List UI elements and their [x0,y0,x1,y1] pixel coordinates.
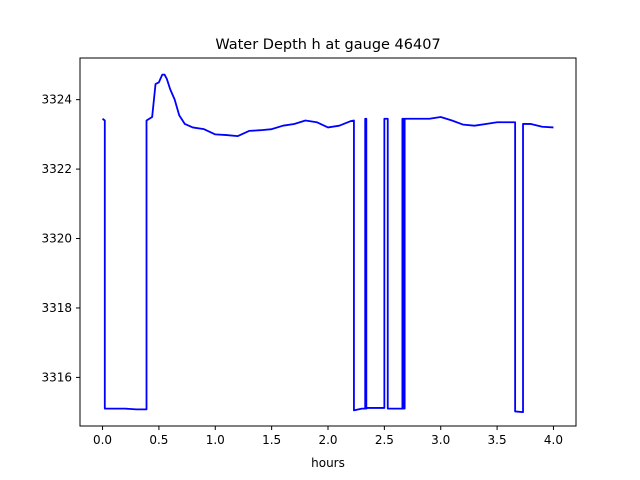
x-axis-ticks: 0.0 0.5 1.0 1.5 2.0 2.5 3.0 3.5 4.0 [93,426,563,447]
y-tick-label: 3320 [41,232,72,246]
x-tick-label: 0.0 [93,433,112,447]
series-layer [101,73,554,414]
x-tick-label: 2.0 [318,433,337,447]
chart-title: Water Depth h at gauge 46407 [215,37,440,53]
series-line-0 [101,73,554,414]
y-axis-ticks: 3316 3318 3320 3322 3324 [41,93,80,384]
x-tick-label: 1.0 [206,433,225,447]
x-tick-label: 4.0 [544,433,563,447]
y-tick-label: 3324 [41,93,72,107]
x-tick-label: 0.5 [149,433,168,447]
x-tick-label: 3.5 [488,433,507,447]
x-tick-label: 1.5 [262,433,281,447]
x-tick-label: 2.5 [375,433,394,447]
x-axis-label: hours [311,456,345,470]
y-tick-label: 3322 [41,162,72,176]
y-tick-label: 3316 [41,370,72,384]
x-tick-label: 3.0 [431,433,450,447]
y-tick-label: 3318 [41,301,72,315]
